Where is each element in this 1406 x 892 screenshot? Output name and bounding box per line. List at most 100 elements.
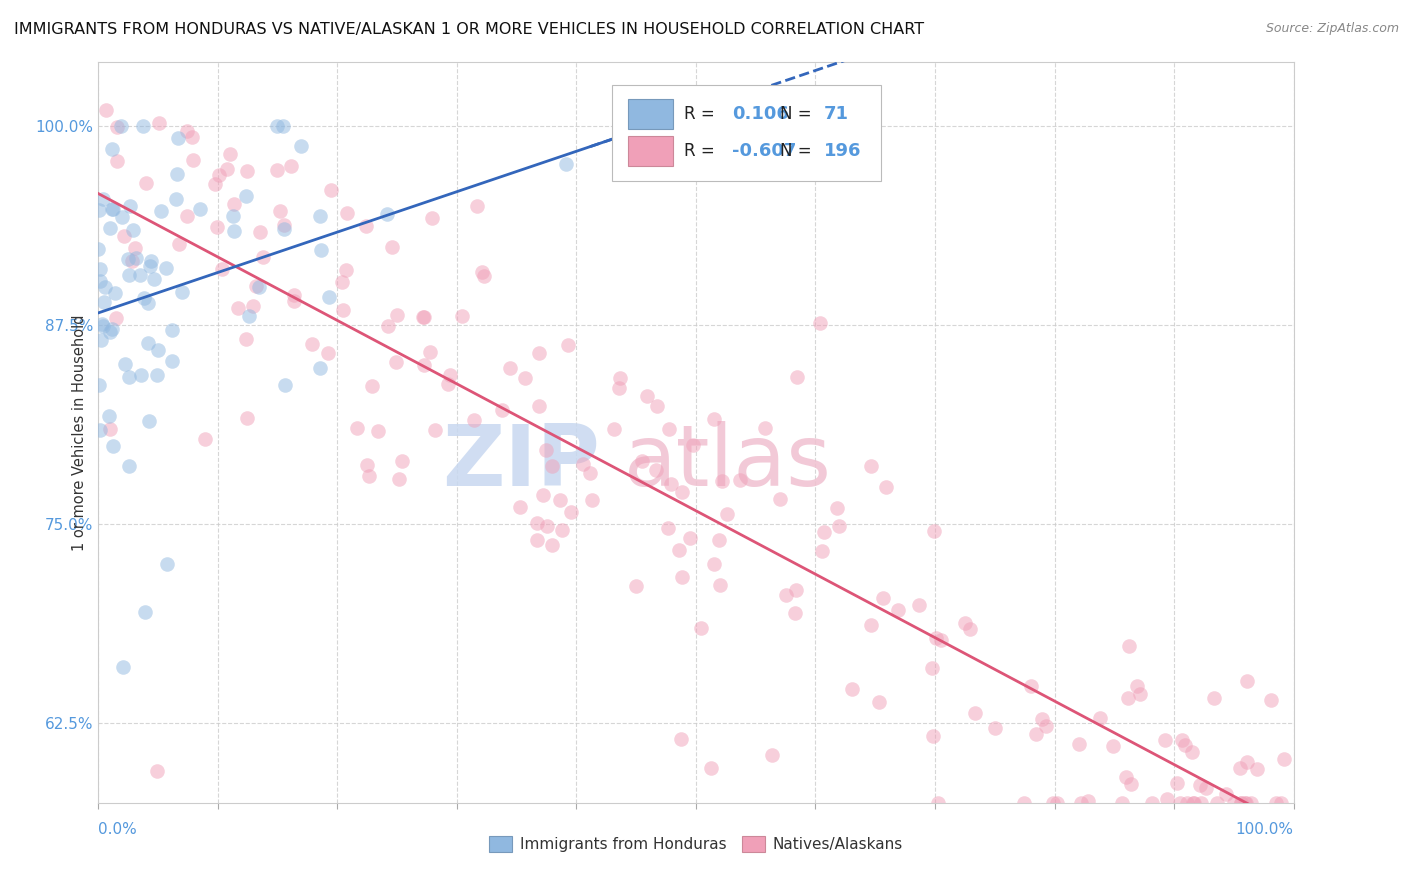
Point — [101, 142, 124, 156]
Point — [1233, 796, 1256, 810]
Point — [149, 204, 172, 219]
Point — [1272, 752, 1295, 766]
Point — [1236, 755, 1258, 769]
Point — [101, 322, 124, 336]
Point — [526, 516, 548, 531]
Point — [1270, 796, 1292, 810]
Point — [91, 192, 114, 206]
Point — [247, 280, 270, 294]
Point — [671, 484, 693, 499]
Point — [630, 454, 652, 468]
Point — [703, 557, 725, 571]
Point — [283, 293, 305, 308]
Point — [1168, 796, 1191, 810]
Point — [491, 403, 513, 417]
Point — [907, 598, 929, 612]
Text: N =: N = — [780, 105, 817, 123]
Point — [90, 334, 112, 348]
Point — [875, 480, 897, 494]
Point — [1188, 778, 1211, 792]
Point — [385, 308, 408, 322]
Text: 71: 71 — [824, 105, 849, 123]
Point — [1195, 780, 1218, 795]
Point — [215, 161, 238, 176]
Point — [1140, 796, 1163, 810]
Point — [1246, 762, 1268, 776]
Point — [783, 606, 806, 620]
Point — [1025, 727, 1047, 741]
Point — [111, 210, 134, 224]
Point — [868, 695, 890, 709]
Y-axis label: 1 or more Vehicles in Household: 1 or more Vehicles in Household — [72, 314, 87, 551]
Point — [274, 377, 297, 392]
Point — [162, 322, 184, 336]
Point — [118, 370, 141, 384]
Point — [463, 413, 485, 427]
Point — [98, 220, 121, 235]
Point — [110, 119, 132, 133]
Text: atlas: atlas — [624, 421, 832, 504]
Point — [557, 338, 579, 352]
Point — [194, 433, 217, 447]
Point — [142, 271, 165, 285]
Point — [534, 442, 557, 457]
Point — [98, 409, 121, 423]
Point — [156, 557, 179, 571]
Point — [132, 291, 155, 305]
Point — [1012, 796, 1035, 810]
Point — [105, 120, 128, 134]
Point — [89, 378, 111, 392]
Point — [269, 204, 291, 219]
Point — [560, 504, 582, 518]
Point — [89, 262, 111, 277]
Text: 0.0%: 0.0% — [98, 822, 138, 837]
Point — [235, 332, 257, 346]
Point — [1229, 796, 1251, 810]
Point — [859, 617, 882, 632]
Point — [112, 228, 135, 243]
Point — [703, 411, 725, 425]
Point — [1042, 796, 1064, 810]
Point — [273, 218, 295, 232]
Point — [707, 533, 730, 547]
Point — [211, 261, 233, 276]
Point — [451, 309, 474, 323]
Point — [412, 310, 434, 324]
Point — [699, 761, 721, 775]
Point — [167, 237, 190, 252]
Point — [181, 130, 204, 145]
Point — [572, 458, 595, 472]
Point — [859, 459, 882, 474]
Point — [89, 423, 111, 437]
Point — [526, 533, 548, 547]
Point — [471, 265, 494, 279]
Point — [118, 458, 141, 473]
Point — [205, 220, 228, 235]
Text: 0.106: 0.106 — [733, 105, 789, 123]
Point — [129, 368, 152, 383]
Point — [828, 519, 851, 533]
Point — [1202, 690, 1225, 705]
Point — [754, 421, 776, 435]
Point — [551, 523, 574, 537]
Point — [336, 206, 359, 220]
Point — [236, 411, 259, 425]
Point — [1111, 796, 1133, 810]
Point — [929, 632, 952, 647]
Point — [1069, 737, 1091, 751]
Point — [91, 318, 114, 333]
Point — [218, 147, 240, 161]
Point — [1182, 796, 1205, 810]
Point — [1206, 796, 1229, 810]
Point — [375, 206, 398, 220]
Point — [1070, 796, 1092, 810]
Point — [1154, 732, 1177, 747]
Point — [690, 621, 713, 635]
Point — [87, 203, 110, 218]
Point — [319, 183, 342, 197]
Point — [1115, 770, 1137, 784]
Point — [602, 421, 624, 435]
Point — [98, 422, 121, 436]
Point — [139, 260, 162, 274]
Point — [391, 454, 413, 468]
